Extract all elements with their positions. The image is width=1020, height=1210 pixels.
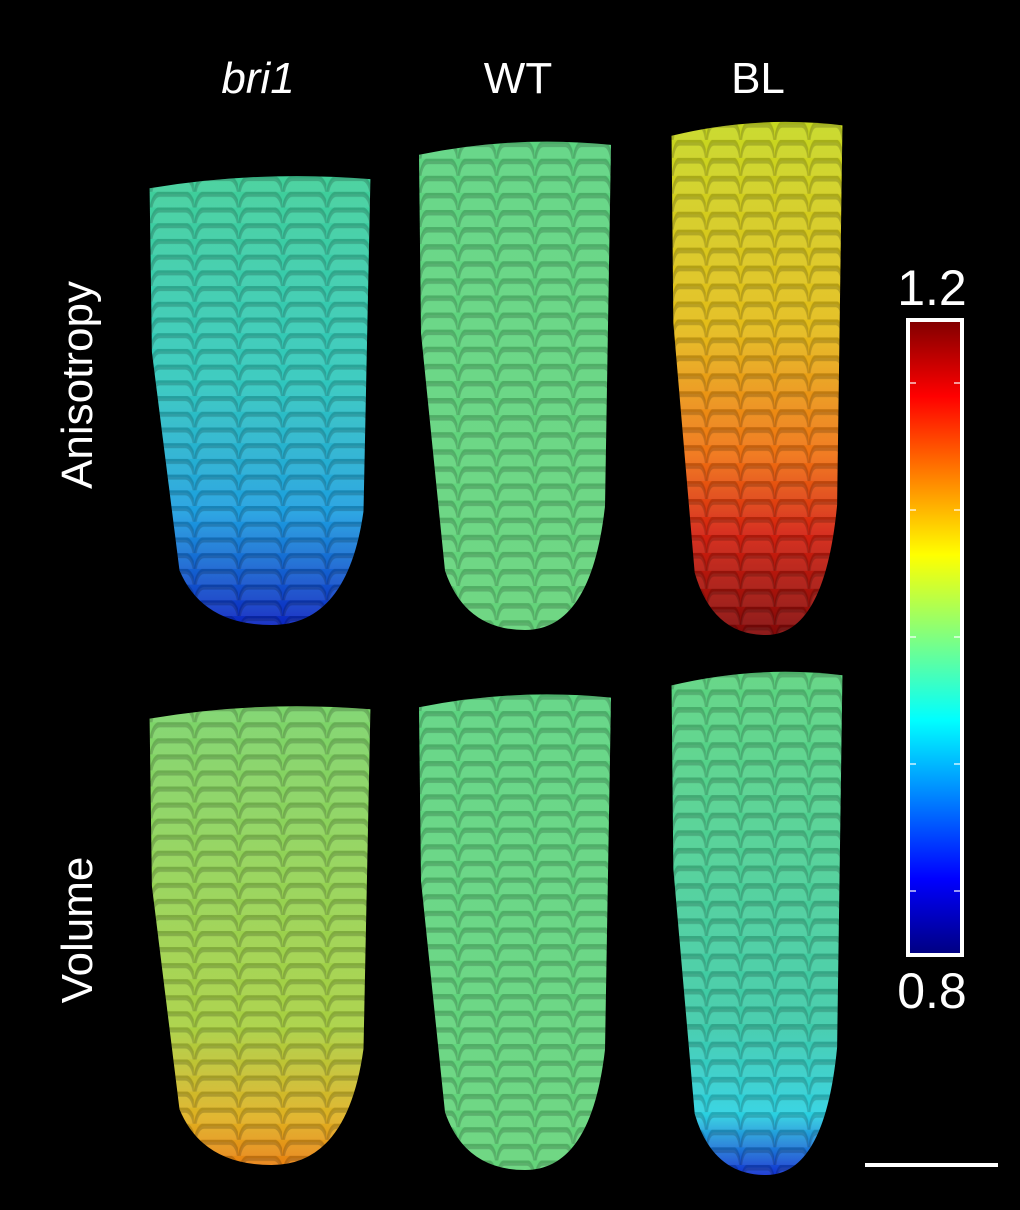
root — [671, 671, 843, 1175]
colorbar-max: 1.2 — [897, 260, 967, 316]
root-renderings — [149, 121, 843, 1175]
row-label: Volume — [53, 857, 102, 1004]
root — [671, 121, 843, 635]
row-label: Anisotropy — [53, 281, 102, 489]
root — [419, 141, 611, 630]
root — [149, 176, 371, 626]
column-label: bri1 — [221, 54, 294, 103]
colorbar: 1.2 0.8 — [897, 260, 967, 1019]
root — [149, 706, 371, 1165]
colorbar-min: 0.8 — [897, 963, 967, 1019]
column-label: WT — [484, 54, 552, 103]
column-label: BL — [731, 54, 785, 103]
colorbar-scale — [906, 318, 964, 957]
root — [419, 694, 611, 1170]
